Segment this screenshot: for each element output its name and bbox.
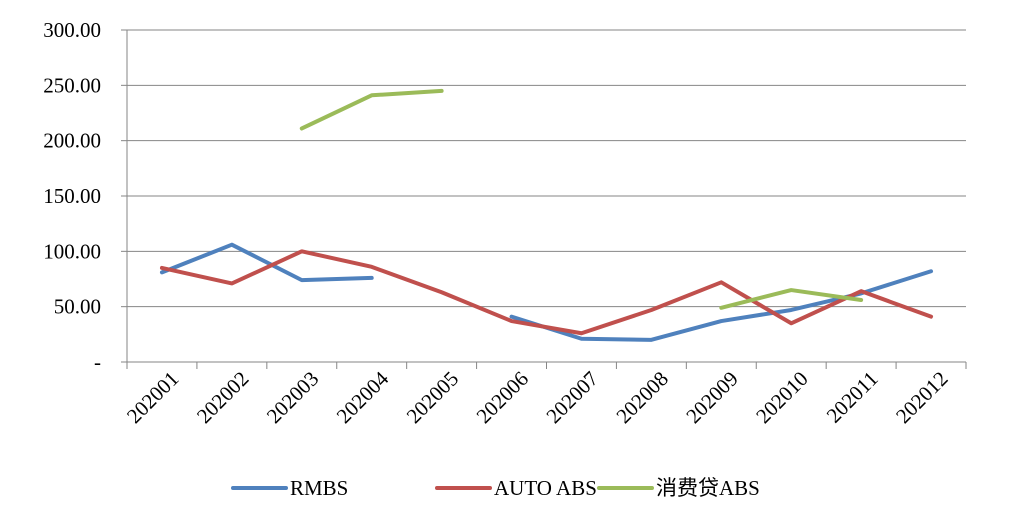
x-tick-label: 202003: [262, 367, 324, 429]
y-tick-label: 50.00: [54, 295, 101, 319]
x-tick-label: 202004: [332, 366, 394, 428]
y-tick-label: -: [94, 350, 101, 374]
x-tick-label: 202009: [681, 367, 743, 429]
y-tick-label: 250.00: [43, 73, 101, 97]
x-tick-label: 202006: [472, 367, 534, 429]
x-tick-label: 202012: [891, 367, 953, 429]
x-tick-label: 202001: [122, 367, 184, 429]
y-axis-tick-labels: - 50.00 100.00 150.00 200.00 250.00 300.00: [43, 18, 101, 374]
y-tick-label: 300.00: [43, 18, 101, 42]
x-tick-label: 202011: [822, 367, 883, 428]
series-line-2: [719, 288, 864, 310]
axes: [121, 29, 967, 369]
series-line-0: [159, 242, 374, 283]
series-line-0: [509, 269, 934, 342]
x-tick-label: 202005: [402, 367, 464, 429]
series-line-1: [159, 249, 934, 336]
series-lines: [159, 88, 934, 342]
x-tick-label: 202002: [192, 367, 254, 429]
legend-label: 消费贷ABS: [656, 476, 760, 500]
y-tick-label: 100.00: [43, 239, 101, 263]
x-tick-label: 202010: [751, 367, 813, 429]
legend-label: RMBS: [290, 476, 348, 500]
x-tick-label: 202007: [541, 367, 603, 429]
x-tick-label: 202008: [611, 367, 673, 429]
legend: RMBS AUTO ABS 消费贷ABS: [231, 476, 760, 500]
series-line-2: [299, 88, 444, 131]
y-tick-label: 150.00: [43, 184, 101, 208]
x-axis-tick-labels: 202001 202002 202003 202004 202005 202006 2020…: [122, 366, 953, 428]
y-tick-label: 200.00: [43, 129, 101, 153]
legend-label: AUTO ABS: [494, 476, 597, 500]
gridlines: [127, 29, 966, 308]
